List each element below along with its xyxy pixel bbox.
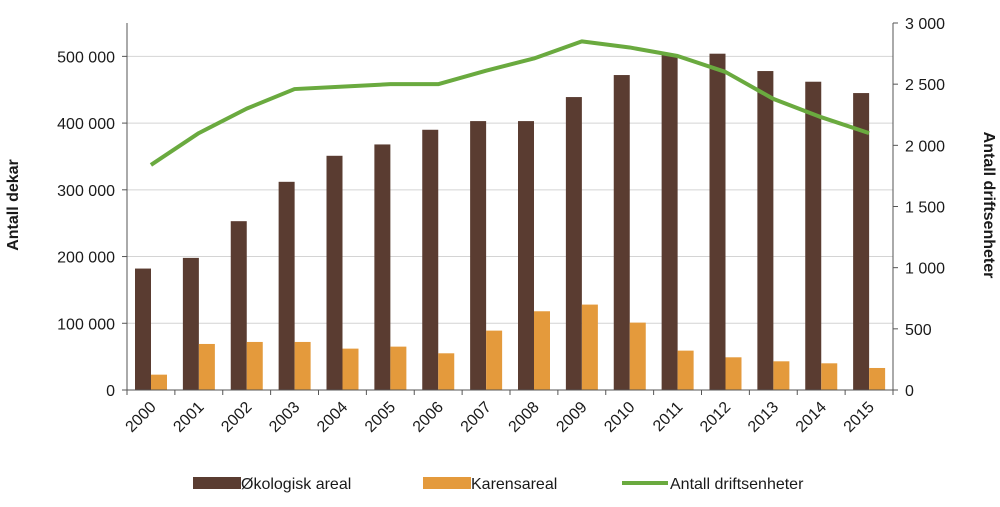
bar xyxy=(230,221,247,390)
bar xyxy=(853,93,870,391)
y2-tick-label: 0 xyxy=(905,383,914,400)
line-series xyxy=(149,39,870,167)
bar xyxy=(869,367,886,390)
bar xyxy=(565,97,582,391)
bar xyxy=(390,346,407,390)
legend-swatch xyxy=(423,477,471,489)
bar xyxy=(470,121,487,391)
x-tick-label: 2001 xyxy=(170,399,207,436)
y-tick-label: 0 xyxy=(106,383,115,400)
bar xyxy=(182,257,199,390)
x-tick-label: 2007 xyxy=(458,399,495,436)
x-tick-label: 2014 xyxy=(793,399,830,436)
x-tick-label: 2004 xyxy=(314,399,351,436)
y-tick-label: 300 000 xyxy=(57,183,115,200)
bar xyxy=(151,374,167,390)
bar xyxy=(773,361,790,390)
y2-tick-label: 3 000 xyxy=(905,16,945,33)
y-tick-label: 400 000 xyxy=(57,116,115,133)
x-tick-label: 2012 xyxy=(697,399,734,436)
x-tick-label: 2005 xyxy=(362,399,399,436)
x-tick-label: 2009 xyxy=(553,399,590,436)
bar xyxy=(629,322,646,390)
bar xyxy=(534,311,550,390)
x-tick-label: 2011 xyxy=(650,399,686,435)
bar xyxy=(518,121,534,391)
bar xyxy=(757,71,774,390)
right-axis-ticks: 0 500 1 000 1 500 2 000 2 500 3 000 xyxy=(905,16,945,400)
y2-tick-label: 1 000 xyxy=(905,261,945,278)
bar xyxy=(581,304,598,390)
bar xyxy=(246,341,263,390)
axes xyxy=(122,22,898,395)
y2-tick-label: 2 500 xyxy=(905,77,945,94)
x-tick-label: 2013 xyxy=(745,399,782,436)
bar xyxy=(326,155,343,390)
bar xyxy=(725,357,742,390)
bar xyxy=(294,341,311,390)
bar xyxy=(486,330,503,390)
x-tick-label: 2002 xyxy=(218,399,255,436)
y-tick-label: 100 000 xyxy=(57,316,115,333)
bar xyxy=(422,129,439,390)
series-line xyxy=(149,39,870,167)
x-tick-label: 2015 xyxy=(841,399,878,436)
bar xyxy=(805,81,822,390)
bar-series xyxy=(135,53,886,391)
bar xyxy=(709,53,726,390)
legend: Økologisk areal Karensareal Antall driftse… xyxy=(193,476,804,493)
y2-tick-label: 2 000 xyxy=(905,138,945,155)
legend-swatch xyxy=(193,477,241,489)
y2-tick-label: 1 500 xyxy=(905,200,945,217)
legend-label: Økologisk areal xyxy=(241,476,351,493)
left-axis-ticks: 0 100 000 200 000 300 000 400 000 500 000 xyxy=(57,49,115,400)
bar xyxy=(661,54,678,390)
x-tick-label: 2010 xyxy=(601,399,638,436)
x-tick-label: 2000 xyxy=(123,399,160,436)
bar xyxy=(677,350,694,390)
legend-label: Antall driftsenheter xyxy=(670,476,804,493)
bar xyxy=(821,363,838,390)
bar xyxy=(613,75,630,390)
y2-tick-label: 500 xyxy=(905,322,932,339)
x-tick-label: 2006 xyxy=(410,399,447,436)
bar xyxy=(342,348,359,390)
right-axis-title: Antall driftsenheter xyxy=(980,132,997,279)
legend-label: Karensareal xyxy=(471,476,557,493)
bar xyxy=(278,181,295,390)
left-axis-title: Antall dekar xyxy=(5,159,22,251)
y-tick-label: 500 000 xyxy=(57,49,115,66)
bar xyxy=(198,343,215,390)
x-tick-label: 2003 xyxy=(266,399,303,436)
bar xyxy=(135,268,151,390)
x-tick-label: 2008 xyxy=(506,399,543,436)
y-tick-label: 200 000 xyxy=(57,250,115,267)
bar xyxy=(374,144,391,390)
bar xyxy=(438,353,455,390)
x-axis-ticks: 2000 2001 2002 2003 2004 2005 2006 2007 2008 2009… xyxy=(123,399,878,436)
